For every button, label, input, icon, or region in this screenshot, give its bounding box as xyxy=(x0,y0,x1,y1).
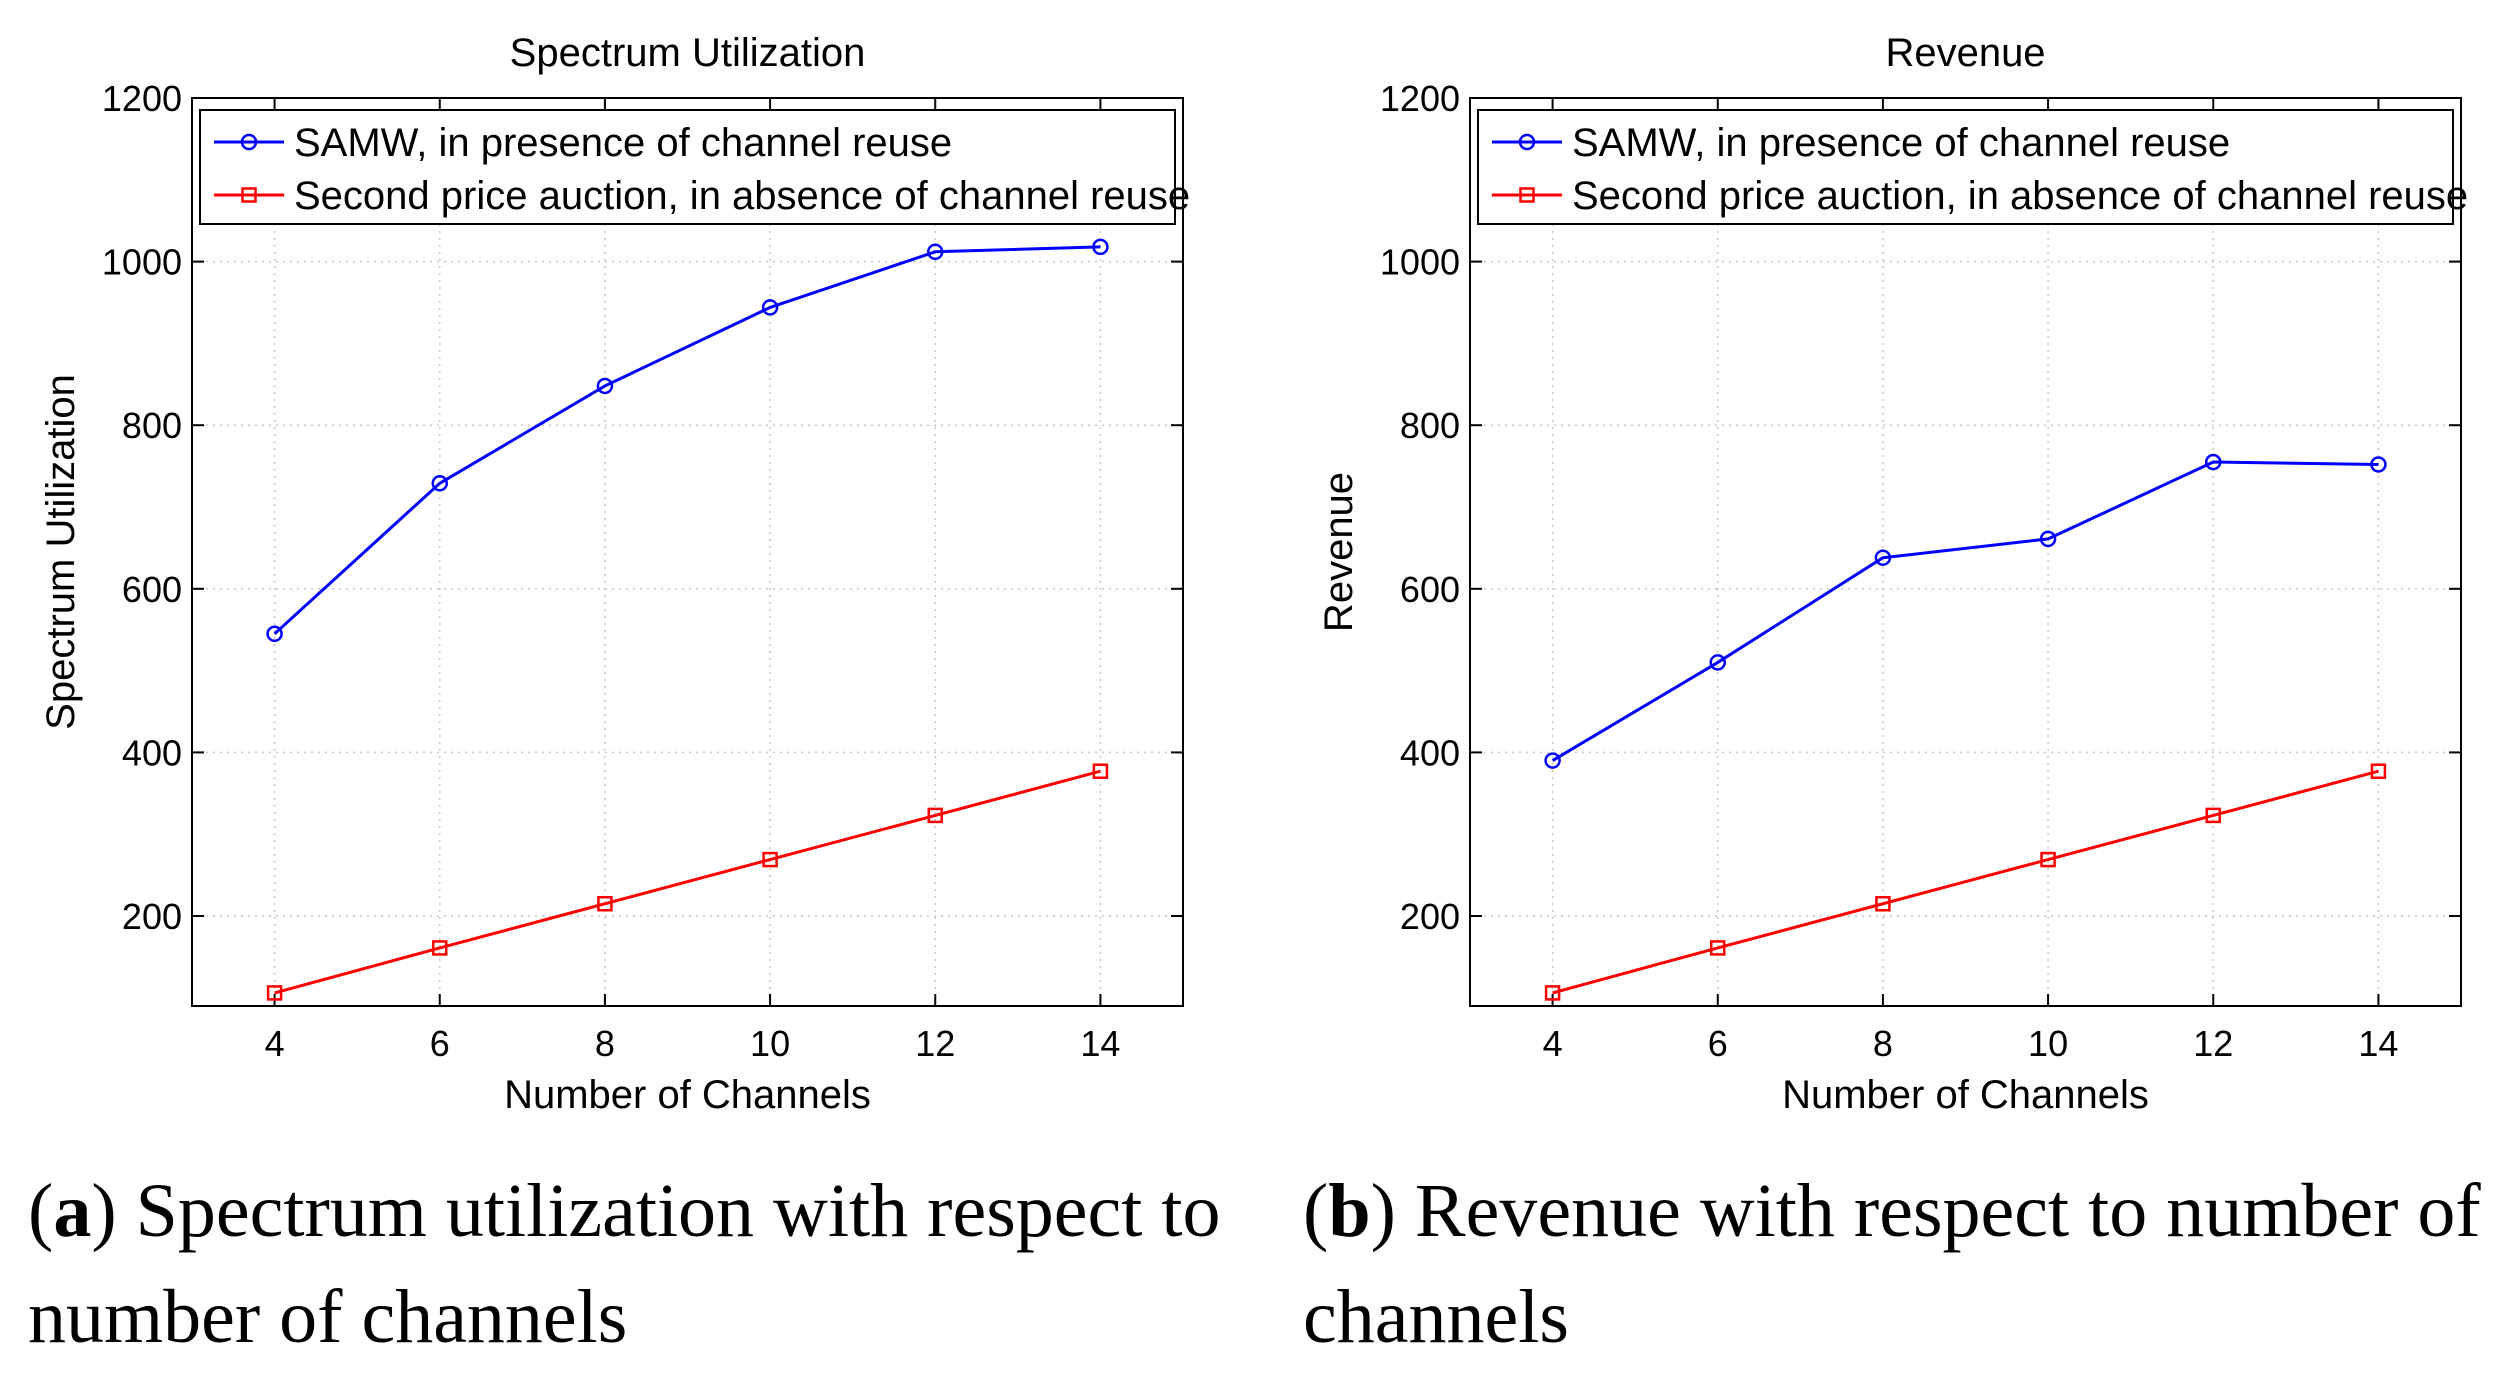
data-point-2 xyxy=(2370,763,2387,779)
y-tick-label: 400 xyxy=(122,732,182,773)
data-point-2 xyxy=(762,851,778,868)
legend-label-2: Second price auction, in absence of chan… xyxy=(294,174,1190,218)
y-axis-label: Revenue xyxy=(1317,472,1361,632)
x-tick-label: 6 xyxy=(430,1023,450,1064)
series-line-1 xyxy=(273,245,1101,635)
x-tick-label: 10 xyxy=(750,1023,790,1064)
caption-b: (b) Revenue with respect to number of ch… xyxy=(1303,1169,2481,1359)
chart-spectrum-utilization: 4 6 8 10 12 14 200 400 600 800 1000 1200 Spectrum Ut… xyxy=(39,31,1190,1117)
data-point-2 xyxy=(432,940,448,956)
series-line-1 xyxy=(1551,460,2379,762)
data-point-1 xyxy=(2370,456,2387,473)
legend-marker-2 xyxy=(241,187,257,203)
legend-label-1: SAMW, in presence of channel reuse xyxy=(1572,121,2230,165)
data-point-2 xyxy=(2205,807,2221,824)
y-tick-label: 200 xyxy=(1400,896,1460,937)
x-tick-label: 8 xyxy=(595,1023,615,1064)
x-tick-label: 4 xyxy=(1543,1023,1563,1064)
y-tick-label: 1200 xyxy=(1380,78,1460,119)
data-point-1 xyxy=(1544,752,1561,769)
chart-revenue: 4 6 8 10 12 14 200 400 600 800 1000 1200 Revenue Numb… xyxy=(1317,31,2468,1117)
axes-box xyxy=(1469,97,2462,1007)
data-point-2 xyxy=(1710,940,1726,956)
data-point-1 xyxy=(431,475,448,492)
plot-area xyxy=(192,98,1183,1006)
plot-area xyxy=(1470,98,2461,1006)
chart-title: Spectrum Utilization xyxy=(510,31,866,75)
y-axis-label: Spectrum Utilization xyxy=(39,374,83,730)
data-point-1 xyxy=(266,625,283,643)
y-tick-label: 200 xyxy=(122,896,182,937)
x-tick-label: 14 xyxy=(2358,1023,2398,1064)
series-line-2 xyxy=(274,769,1101,995)
caption-b-text: Revenue with respect to number of channe… xyxy=(1303,1169,2481,1359)
caption-b-letter: b xyxy=(1328,1169,1371,1253)
data-point-2 xyxy=(1544,985,1561,1001)
data-point-2 xyxy=(597,895,613,912)
legend-marker-1 xyxy=(1518,133,1536,151)
y-tick-label: 800 xyxy=(122,405,182,446)
data-point-2 xyxy=(2040,851,2056,868)
x-tick-label: 10 xyxy=(2028,1023,2068,1064)
x-tick-label: 8 xyxy=(1873,1023,1893,1064)
data-point-1 xyxy=(1709,654,1726,671)
chart-title: Revenue xyxy=(1885,31,2045,75)
y-tick-label: 1000 xyxy=(1380,242,1460,283)
data-point-1 xyxy=(2039,530,2057,548)
caption-a: (a) Spectrum utilization with respect to… xyxy=(28,1169,1221,1359)
y-tick-label: 600 xyxy=(1400,569,1460,610)
y-tick-label: 400 xyxy=(1400,732,1460,773)
legend-label-1: SAMW, in presence of channel reuse xyxy=(294,121,952,165)
data-point-1 xyxy=(596,377,614,395)
legend-marker-1 xyxy=(240,133,258,151)
x-axis-label: Number of Channels xyxy=(1782,1073,2149,1117)
y-tick-label: 1000 xyxy=(102,242,182,283)
caption-a-letter: a xyxy=(53,1169,92,1253)
x-tick-label: 14 xyxy=(1080,1023,1120,1064)
data-point-2 xyxy=(1092,763,1109,779)
y-tick-label: 600 xyxy=(122,569,182,610)
x-tick-label: 12 xyxy=(915,1023,955,1064)
x-tick-label: 4 xyxy=(265,1023,285,1064)
data-point-2 xyxy=(1875,895,1891,912)
data-point-1 xyxy=(761,299,779,316)
data-point-1 xyxy=(1092,238,1109,256)
series-line-2 xyxy=(1552,769,2379,995)
data-point-2 xyxy=(266,985,283,1001)
legend-box xyxy=(1477,109,2454,225)
legend-label-2: Second price auction, in absence of chan… xyxy=(1572,174,2468,218)
x-tick-label: 6 xyxy=(1708,1023,1728,1064)
y-tick-label: 800 xyxy=(1400,405,1460,446)
data-point-2 xyxy=(927,807,943,824)
legend-marker-2 xyxy=(1519,187,1535,203)
legend-box xyxy=(199,109,1176,225)
data-point-1 xyxy=(1874,549,1892,566)
y-tick-label: 1200 xyxy=(102,78,182,119)
data-point-1 xyxy=(2205,453,2222,471)
x-tick-label: 12 xyxy=(2193,1023,2233,1064)
caption-a-text: Spectrum utilization with respect to num… xyxy=(28,1169,1221,1359)
data-point-1 xyxy=(927,243,944,261)
axes-box xyxy=(191,97,1184,1007)
x-axis-label: Number of Channels xyxy=(504,1073,871,1117)
